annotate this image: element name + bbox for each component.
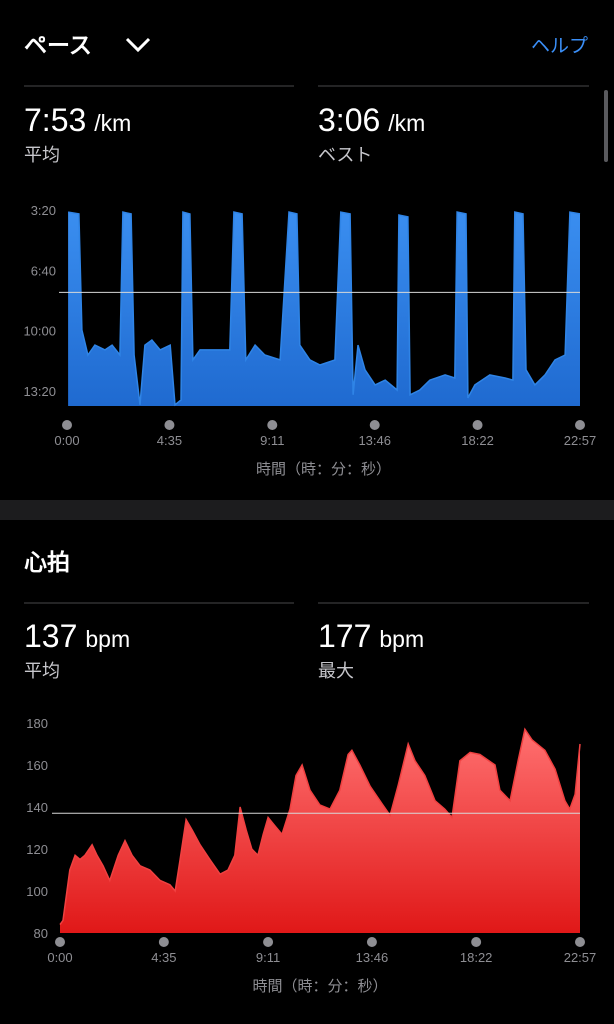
- y-tick-label: 3:20: [31, 203, 56, 218]
- x-tick-label: 0:00: [47, 950, 72, 965]
- y-tick-label: 120: [26, 842, 48, 857]
- x-axis-title: 時間（時：分：秒）: [252, 978, 387, 995]
- help-link[interactable]: ヘルプ: [531, 35, 588, 57]
- x-tick-dot: [471, 937, 482, 947]
- stat-unit: /km: [388, 110, 425, 136]
- x-tick-label: 9:11: [260, 433, 284, 448]
- stat-label: 平均: [24, 661, 60, 681]
- stat: 177 bpm: [318, 618, 424, 654]
- y-tick-label: 140: [26, 800, 48, 815]
- area-line: [59, 727, 581, 926]
- area-fill: [68, 212, 580, 406]
- x-tick-dot: [55, 937, 65, 947]
- stat-unit: /km: [94, 110, 131, 136]
- stat-unit: bpm: [379, 626, 424, 652]
- x-tick-dot: [263, 937, 274, 947]
- x-tick-label: 9:11: [256, 950, 280, 965]
- x-tick-dot: [62, 420, 72, 430]
- y-tick-label: 6:40: [31, 263, 56, 278]
- y-tick-label: 13:20: [23, 384, 56, 399]
- stat-label: 平均: [24, 145, 60, 165]
- x-tick-dot: [575, 420, 585, 430]
- dropdown-chevron[interactable]: [125, 37, 151, 53]
- y-tick-label: 180: [26, 716, 48, 731]
- stat-label: ベスト: [318, 145, 372, 165]
- x-tick-dot: [369, 420, 380, 430]
- section-title: ペース: [24, 32, 92, 58]
- x-tick-label: 13:46: [356, 950, 389, 965]
- stat-value: 177: [318, 618, 371, 654]
- y-tick-label: 10:00: [23, 324, 56, 339]
- y-tick-label: 100: [26, 884, 48, 899]
- x-tick-label: 18:22: [461, 433, 494, 448]
- x-tick-label: 18:22: [460, 950, 493, 965]
- scrollbar: [604, 90, 608, 162]
- stat-unit: bpm: [85, 626, 130, 652]
- section-gap: [0, 500, 614, 520]
- y-tick-label: 160: [26, 758, 48, 773]
- x-tick-dot: [575, 937, 585, 947]
- stat-value: 3:06: [318, 102, 380, 138]
- x-tick-label: 13:46: [358, 433, 391, 448]
- x-tick-label: 4:35: [157, 433, 182, 448]
- x-tick-label: 4:35: [151, 950, 176, 965]
- stat: 3:06/km: [318, 102, 425, 138]
- x-tick-label: 22:57: [564, 950, 597, 965]
- x-tick-dot: [158, 937, 169, 947]
- y-tick-label: 80: [34, 926, 48, 941]
- stat: 7:53/km: [24, 102, 131, 138]
- x-tick-dot: [267, 420, 278, 430]
- x-tick-dot: [472, 420, 483, 430]
- stat: 137 bpm: [24, 618, 130, 654]
- x-tick-label: 0:00: [54, 433, 79, 448]
- stat-label: 最大: [318, 661, 354, 681]
- x-tick-label: 22:57: [564, 433, 597, 448]
- x-tick-dot: [164, 420, 175, 430]
- area-fill: [60, 729, 580, 933]
- section-title: 心拍: [24, 549, 70, 575]
- stat-value: 7:53: [24, 102, 86, 138]
- x-axis-title: 時間（時：分：秒）: [256, 461, 391, 478]
- stat-value: 137: [24, 618, 77, 654]
- x-tick-dot: [366, 937, 377, 947]
- area-line: [67, 211, 581, 407]
